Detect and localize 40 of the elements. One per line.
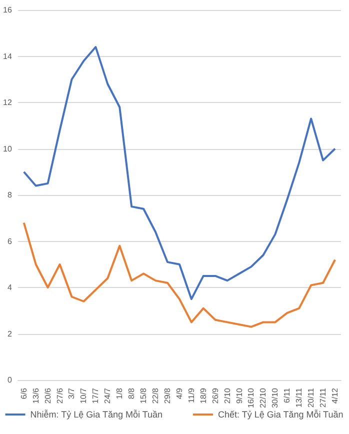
x-tick-label: 3/7 bbox=[67, 387, 76, 400]
x-tick-label: 20/11 bbox=[306, 387, 316, 408]
x-tick-label: 29/8 bbox=[162, 387, 172, 404]
legend-label: Nhiễm: Tỷ Lệ Gia Tăng Mỗi Tuần bbox=[30, 410, 163, 420]
x-tick-label: 9/10 bbox=[234, 387, 244, 404]
y-tick-label: 8 bbox=[7, 190, 12, 200]
x-tick-label: 4/9 bbox=[174, 387, 184, 400]
y-tick-label: 2 bbox=[7, 329, 12, 338]
x-tick-label: 24/7 bbox=[103, 387, 112, 404]
y-tick-label: 10 bbox=[2, 144, 12, 154]
x-tick-label: 30/10 bbox=[270, 387, 280, 408]
y-tick-label: 4 bbox=[7, 283, 12, 292]
x-tick-label: 13/6 bbox=[31, 387, 40, 404]
x-tick-label: 6/6 bbox=[19, 387, 28, 400]
x-tick-label: 11/9 bbox=[186, 387, 196, 403]
y-tick-label: 0 bbox=[7, 376, 12, 384]
y-tick-label: 12 bbox=[2, 98, 12, 107]
x-tick-label: 15/8 bbox=[139, 387, 148, 404]
line-series bbox=[22, 46, 336, 300]
x-tick-label: 6/11 bbox=[282, 387, 292, 403]
x-tick-label: 1/8 bbox=[115, 387, 124, 400]
y-tick-label: 14 bbox=[2, 52, 12, 61]
x-tick-label: 4/12 bbox=[330, 387, 340, 404]
x-tick-label: 18/9 bbox=[198, 387, 208, 404]
x-tick-label: 16/10 bbox=[246, 387, 256, 408]
x-tick-label: 26/9 bbox=[210, 387, 220, 404]
y-tick-label: 16 bbox=[2, 6, 12, 14]
x-tick-label: 17/7 bbox=[91, 387, 100, 404]
x-tick-label: 22/10 bbox=[258, 387, 268, 408]
x-tick-label: 27/6 bbox=[55, 387, 64, 404]
x-tick-label: 2/10 bbox=[222, 387, 232, 404]
y-tick-label: 6 bbox=[7, 236, 12, 246]
legend-label: Chết: Tỷ Lệ Gia Tăng Mỗi Tuần bbox=[218, 410, 344, 420]
x-tick-label: 22/8 bbox=[151, 387, 160, 404]
x-tick-label: 27/11 bbox=[318, 387, 328, 408]
x-tick-label: 20/6 bbox=[43, 387, 52, 404]
x-tick-label: 13/11 bbox=[294, 387, 304, 408]
x-tick-label: 8/8 bbox=[127, 387, 136, 400]
x-tick-label: 10/7 bbox=[79, 387, 88, 404]
line-series bbox=[22, 222, 336, 328]
